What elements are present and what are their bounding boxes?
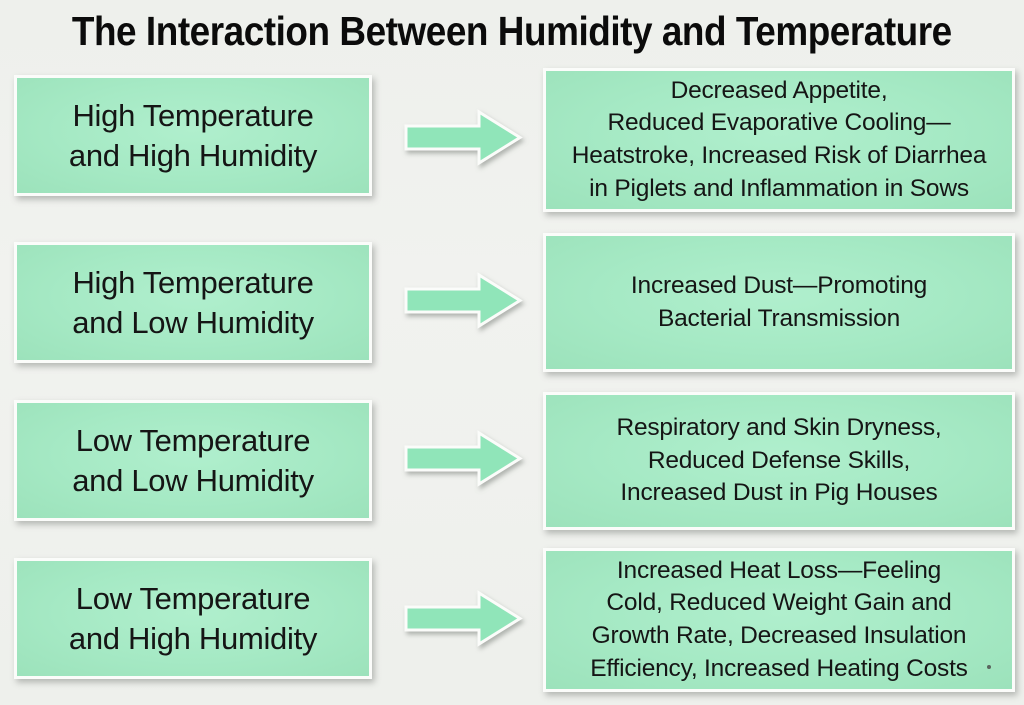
condition-box-low-temp-low-humidity: Low Temperature and Low Humidity [14,400,372,521]
condition-box-low-temp-high-humidity: Low Temperature and High Humidity [14,558,372,679]
right-arrow-icon [403,272,524,329]
page-title: The Interaction Between Humidity and Tem… [0,2,1024,60]
condition-label: Low Temperature and Low Humidity [72,423,314,498]
right-arrow-icon [403,590,524,647]
condition-label: Low Temperature and High Humidity [68,581,318,656]
effect-box: Increased Heat Loss—Feeling Cold, Reduce… [543,548,1015,692]
right-arrow-icon [403,109,524,166]
effect-label: Respiratory and Skin Dryness, Reduced De… [616,414,942,507]
right-arrow-icon [403,430,524,487]
effect-box: Decreased Appetite, Reduced Evaporative … [543,68,1015,212]
condition-label: High Temperature and Low Humidity [72,265,314,340]
effect-label: Increased Dust—Promoting Bacterial Trans… [630,271,928,332]
condition-label: High Temperature and High Humidity [68,98,318,173]
effect-label: Decreased Appetite, Reduced Evaporative … [571,76,987,202]
condition-box-high-temp-high-humidity: High Temperature and High Humidity [14,75,372,196]
effect-box: Increased Dust—Promoting Bacterial Trans… [543,233,1015,372]
page-title-text: The Interaction Between Humidity and Tem… [72,7,952,54]
effect-box: Respiratory and Skin Dryness, Reduced De… [543,392,1015,530]
effect-label: Increased Heat Loss—Feeling Cold, Reduce… [590,556,968,682]
period-artifact [987,665,991,669]
condition-box-high-temp-low-humidity: High Temperature and Low Humidity [14,242,372,363]
